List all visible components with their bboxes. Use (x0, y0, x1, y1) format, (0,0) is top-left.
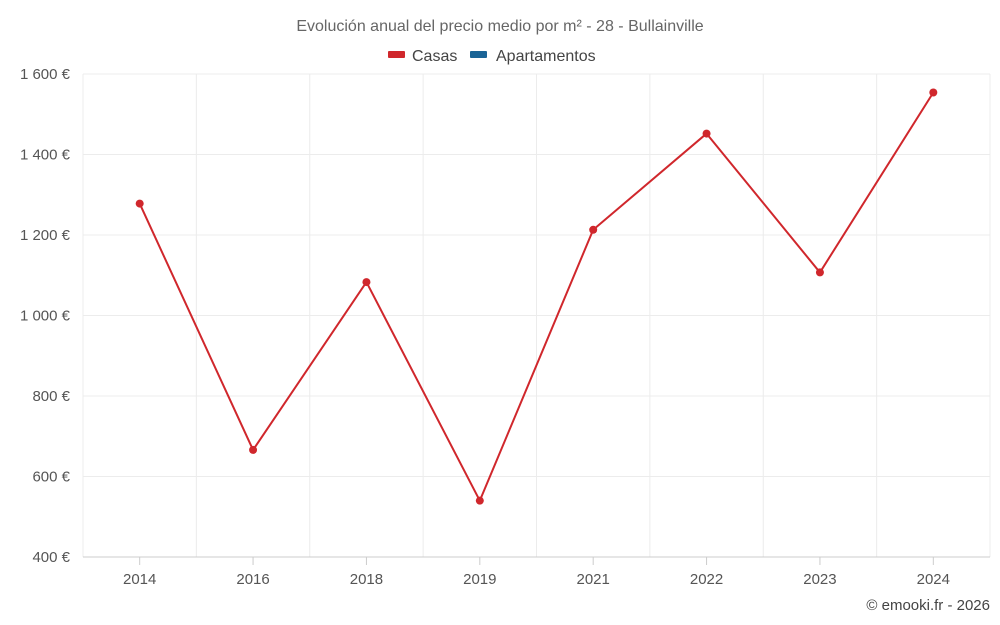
x-tick-label: 2021 (577, 571, 610, 588)
series-line (138, 91, 935, 502)
y-tick-label: 1 000 € (20, 308, 71, 325)
data-point[interactable] (135, 199, 144, 208)
data-point[interactable] (589, 225, 598, 234)
data-point[interactable] (362, 278, 371, 287)
x-tick-label: 2023 (803, 571, 836, 588)
chart-title: Evolución anual del precio medio por m² … (296, 18, 703, 35)
y-tick-label: 1 400 € (20, 147, 71, 164)
legend: Casas Apartamentos (388, 48, 596, 65)
y-tick-label: 1 200 € (20, 227, 71, 244)
data-point[interactable] (475, 496, 484, 505)
x-tick-label: 2024 (917, 571, 950, 588)
data-point[interactable] (702, 129, 711, 138)
x-tick-label: 2019 (463, 571, 496, 588)
data-point[interactable] (929, 88, 938, 97)
y-tick-label: 1 600 € (20, 66, 71, 83)
credit-text: © emooki.fr - 2026 (866, 597, 990, 614)
y-tick-label: 400 € (32, 549, 70, 566)
legend-swatch-casas (388, 51, 405, 58)
legend-swatch-apartamentos (470, 51, 487, 58)
x-tick-label: 2018 (350, 571, 383, 588)
legend-label-apartamentos: Apartamentos (496, 48, 596, 65)
y-tick-label: 800 € (32, 388, 70, 405)
data-point[interactable] (249, 445, 258, 454)
grid (82, 73, 991, 557)
series-casas (135, 88, 938, 505)
y-tick-label: 600 € (32, 469, 70, 486)
legend-label-casas: Casas (412, 48, 457, 65)
x-tick-label: 2014 (123, 571, 156, 588)
axes: 400 € 600 € 800 € 1 000 € 1 200 € 1 400 € 1 60… (20, 66, 990, 588)
x-tick-label: 2016 (236, 571, 269, 588)
legend-item-apartamentos[interactable]: Apartamentos (470, 48, 596, 65)
legend-item-casas[interactable]: Casas (388, 48, 457, 65)
x-tick-label: 2022 (690, 571, 723, 588)
data-point[interactable] (815, 268, 824, 277)
